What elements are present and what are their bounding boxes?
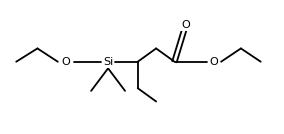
Text: O: O <box>61 57 70 67</box>
Text: O: O <box>210 57 218 67</box>
Text: O: O <box>181 20 190 30</box>
Text: Si: Si <box>103 57 113 67</box>
